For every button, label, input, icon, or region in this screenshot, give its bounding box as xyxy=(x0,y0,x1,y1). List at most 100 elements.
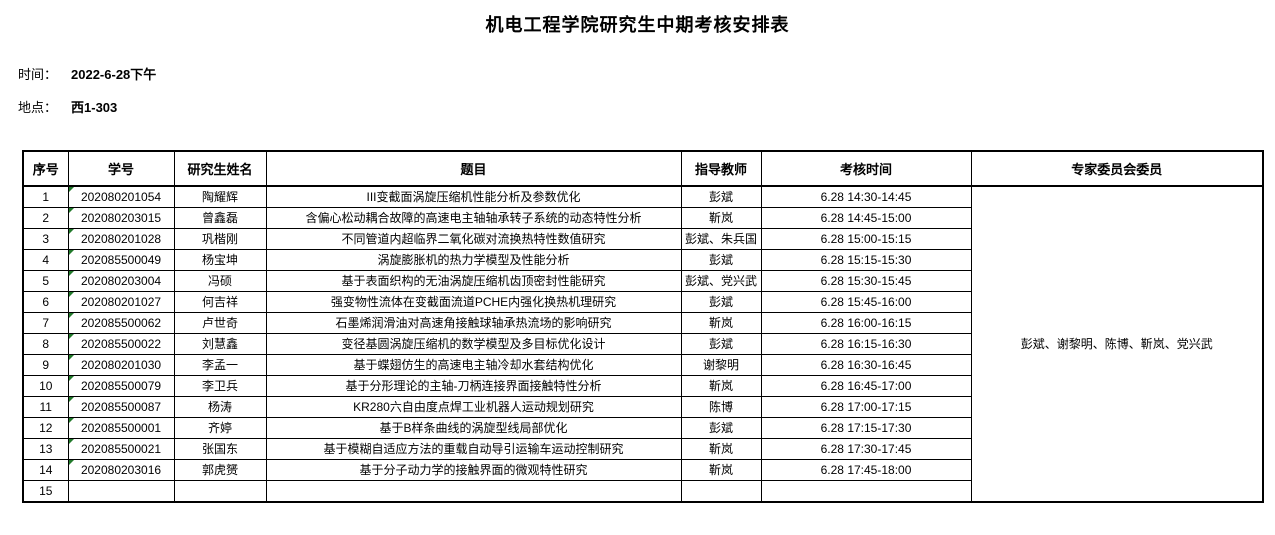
cell-exam-time: 6.28 17:00-17:15 xyxy=(760,396,972,418)
cell-student-id xyxy=(67,480,175,503)
cell-student-id: 202085500087 xyxy=(67,396,175,418)
time-value: 2022-6-28下午 xyxy=(71,67,157,82)
cell-no: 4 xyxy=(22,249,69,271)
cell-advisor: 彭斌 xyxy=(680,291,762,313)
student-id-value: 202085500022 xyxy=(80,337,162,351)
cell-no: 8 xyxy=(22,333,69,355)
student-id-value: 202085500021 xyxy=(80,442,162,456)
cell-no: 11 xyxy=(22,396,69,418)
excel-flag-icon xyxy=(69,439,74,444)
header-topic: 题目 xyxy=(265,150,682,187)
excel-flag-icon xyxy=(69,313,74,318)
cell-student-name: 巩楷刚 xyxy=(173,228,267,250)
cell-no: 15 xyxy=(22,480,69,503)
table-row: 9 202080201030 李孟一 基于蝶翅仿生的高速电主轴冷却水套结构优化 … xyxy=(22,354,1263,376)
table-row: 1 202080201054 陶耀辉 III变截面涡旋压缩机性能分析及参数优化 … xyxy=(22,185,1264,503)
student-id-value: 202085500087 xyxy=(80,400,162,414)
cell-advisor: 谢黎明 xyxy=(680,354,762,376)
cell-student-id: 202080201028 xyxy=(67,228,175,250)
table-row: 13 202085500021 张国东 基于模糊自适应方法的重载自动导引运输车运… xyxy=(22,438,1263,460)
cell-advisor xyxy=(680,480,762,503)
place-label: 地点： xyxy=(18,100,58,115)
cell-exam-time xyxy=(760,480,972,503)
cell-no: 13 xyxy=(22,438,69,460)
cell-topic: 基于模糊自适应方法的重载自动导引运输车运动控制研究 xyxy=(265,438,682,460)
cell-student-name: 冯硕 xyxy=(173,270,267,292)
cell-advisor: 彭斌 xyxy=(680,185,762,208)
header-student-name: 研究生姓名 xyxy=(173,150,267,187)
cell-student-name: 刘慧鑫 xyxy=(173,333,267,355)
excel-flag-icon xyxy=(69,271,74,276)
table-header-row: 序号 学号 研究生姓名 题目 指导教师 考核时间 专家委员会委员 xyxy=(22,150,1264,187)
cell-exam-time: 6.28 16:30-16:45 xyxy=(760,354,972,376)
excel-flag-icon xyxy=(69,229,74,234)
cell-student-id: 202085500022 xyxy=(67,333,175,355)
cell-no: 3 xyxy=(22,228,69,250)
cell-no: 6 xyxy=(22,291,69,313)
cell-student-id: 202085500079 xyxy=(67,375,175,397)
cell-topic: 基于表面织构的无油涡旋压缩机齿顶密封性能研究 xyxy=(265,270,682,292)
cell-topic: 变径基圆涡旋压缩机的数学模型及多目标优化设计 xyxy=(265,333,682,355)
cell-student-id: 202080203016 xyxy=(67,459,175,481)
excel-flag-icon xyxy=(69,292,74,297)
table-row: 8 202085500022 刘慧鑫 变径基圆涡旋压缩机的数学模型及多目标优化设… xyxy=(22,333,1263,355)
cell-exam-time: 6.28 15:45-16:00 xyxy=(760,291,972,313)
cell-topic: 强变物性流体在变截面流道PCHE内强化换热机理研究 xyxy=(265,291,682,313)
cell-exam-time: 6.28 16:15-16:30 xyxy=(760,333,972,355)
cell-topic: KR280六自由度点焊工业机器人运动规划研究 xyxy=(265,396,682,418)
cell-advisor: 彭斌 xyxy=(680,333,762,355)
cell-student-id: 202085500049 xyxy=(67,249,175,271)
student-id-value: 202080203015 xyxy=(80,211,162,225)
student-id-value: 202085500001 xyxy=(80,421,162,435)
cell-student-id: 202085500062 xyxy=(67,312,175,334)
header-student-id: 学号 xyxy=(67,150,175,187)
excel-flag-icon xyxy=(69,418,74,423)
time-label: 时间： xyxy=(18,67,58,82)
cell-exam-time: 6.28 14:30-14:45 xyxy=(760,185,972,208)
cell-no: 5 xyxy=(22,270,69,292)
table-row: 15 xyxy=(22,480,1263,503)
table-row: 10 202085500079 李卫兵 基于分形理论的主轴-刀柄连接界面接触特性… xyxy=(22,375,1263,397)
cell-topic: 石墨烯润滑油对高速角接触球轴承热流场的影响研究 xyxy=(265,312,682,334)
cell-no: 10 xyxy=(22,375,69,397)
cell-student-name: 张国东 xyxy=(173,438,267,460)
cell-no: 2 xyxy=(22,207,69,229)
cell-student-id: 202080201027 xyxy=(67,291,175,313)
excel-flag-icon xyxy=(69,250,74,255)
cell-topic xyxy=(265,480,682,503)
student-id-value: 202085500079 xyxy=(80,379,162,393)
cell-topic: 含偏心松动耦合故障的高速电主轴轴承转子系统的动态特性分析 xyxy=(265,207,682,229)
cell-advisor: 靳岚 xyxy=(680,438,762,460)
student-id-value: 202080203004 xyxy=(80,274,162,288)
header-exam-time: 考核时间 xyxy=(760,150,972,187)
cell-advisor: 彭斌 xyxy=(680,417,762,439)
cell-student-name: 齐婷 xyxy=(173,417,267,439)
cell-no: 12 xyxy=(22,417,69,439)
cell-topic: 基于分形理论的主轴-刀柄连接界面接触特性分析 xyxy=(265,375,682,397)
cell-advisor: 靳岚 xyxy=(680,312,762,334)
page-title: 机电工程学院研究生中期考核安排表 xyxy=(485,15,790,35)
student-id-value: 202080201028 xyxy=(80,232,162,246)
header-committee: 专家委员会委员 xyxy=(970,150,1264,187)
cell-student-name xyxy=(173,480,267,503)
student-id-value: 202085500049 xyxy=(80,253,162,267)
cell-no: 1 xyxy=(22,185,69,208)
place-value: 西1-303 xyxy=(71,100,118,115)
cell-no: 9 xyxy=(22,354,69,376)
excel-flag-icon xyxy=(69,460,74,465)
cell-topic: 涡旋膨胀机的热力学模型及性能分析 xyxy=(265,249,682,271)
header-advisor: 指导教师 xyxy=(680,150,762,187)
cell-student-name: 何吉祥 xyxy=(173,291,267,313)
excel-flag-icon xyxy=(69,376,74,381)
cell-student-id: 202080203015 xyxy=(67,207,175,229)
cell-no: 7 xyxy=(22,312,69,334)
cell-advisor: 靳岚 xyxy=(680,459,762,481)
cell-student-id: 202085500001 xyxy=(67,417,175,439)
cell-advisor: 彭斌、朱兵国 xyxy=(680,228,762,250)
cell-student-name: 卢世奇 xyxy=(173,312,267,334)
cell-student-name: 陶耀辉 xyxy=(173,185,267,208)
cell-advisor: 陈博 xyxy=(680,396,762,418)
cell-advisor: 靳岚 xyxy=(680,375,762,397)
cell-exam-time: 6.28 16:00-16:15 xyxy=(760,312,972,334)
cell-advisor: 彭斌 xyxy=(680,249,762,271)
